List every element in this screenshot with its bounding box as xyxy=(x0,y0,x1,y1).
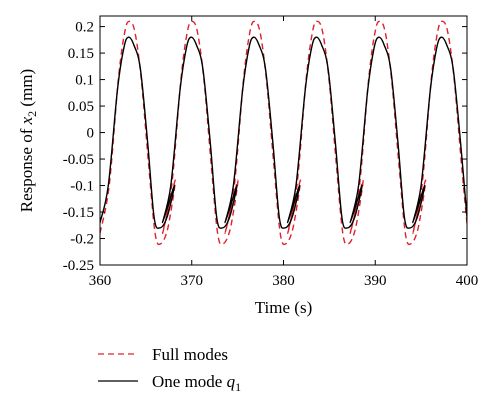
x-tick-label: 370 xyxy=(181,273,204,289)
y-axis-title-sub: 2 xyxy=(25,111,39,117)
x-tick-label: 400 xyxy=(456,273,479,289)
y-tick-label: 0.2 xyxy=(75,20,94,36)
x-tick-label: 390 xyxy=(364,273,387,289)
legend-label-one-mode: One mode q1 xyxy=(152,372,241,394)
legend-label-one-mode-text: One mode xyxy=(152,372,227,391)
y-tick-label: 0.05 xyxy=(68,99,94,115)
y-tick-label: -0.15 xyxy=(63,205,94,221)
y-tick-label: -0.05 xyxy=(63,152,94,168)
series-line-full-modes xyxy=(100,20,467,246)
legend-label-one-mode-sub: 1 xyxy=(235,380,241,394)
y-axis-title-prefix: Response of xyxy=(17,124,36,212)
legend-label-full-modes: Full modes xyxy=(152,345,228,364)
x-tick-label: 360 xyxy=(89,273,112,289)
y-axis-title-var: x xyxy=(17,116,36,125)
y-tick-label: -0.2 xyxy=(70,232,94,248)
y-tick-label: 0 xyxy=(87,126,95,142)
legend: Full modes One mode q1 xyxy=(98,345,241,394)
y-tick-label: -0.1 xyxy=(70,179,94,195)
y-tick-label: -0.25 xyxy=(63,258,94,274)
legend-label-one-mode-var: q xyxy=(227,372,236,391)
y-tick-label: 0.1 xyxy=(75,73,94,89)
y-axis-title: Response of x2 (mm) xyxy=(17,69,39,212)
series-line-one-mode xyxy=(100,36,467,229)
x-tick-label: 380 xyxy=(272,273,295,289)
y-tick-label: 0.15 xyxy=(68,46,94,62)
y-axis-title-suffix: (mm) xyxy=(17,69,36,111)
x-axis-title: Time (s) xyxy=(255,298,312,317)
